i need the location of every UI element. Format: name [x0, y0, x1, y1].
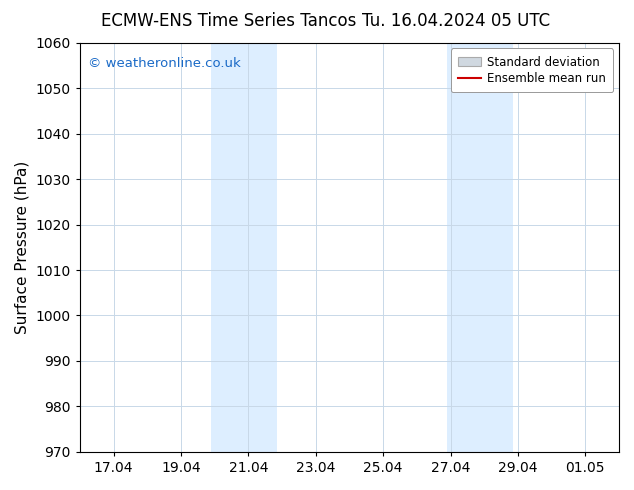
- Text: Tu. 16.04.2024 05 UTC: Tu. 16.04.2024 05 UTC: [363, 12, 550, 30]
- Text: © weatheronline.co.uk: © weatheronline.co.uk: [88, 57, 241, 70]
- Text: ECMW-ENS Time Series Tancos: ECMW-ENS Time Series Tancos: [101, 12, 356, 30]
- Y-axis label: Surface Pressure (hPa): Surface Pressure (hPa): [15, 161, 30, 334]
- Bar: [211, 43, 277, 452]
- Bar: [447, 43, 513, 452]
- Legend: Standard deviation, Ensemble mean run: Standard deviation, Ensemble mean run: [451, 49, 613, 92]
